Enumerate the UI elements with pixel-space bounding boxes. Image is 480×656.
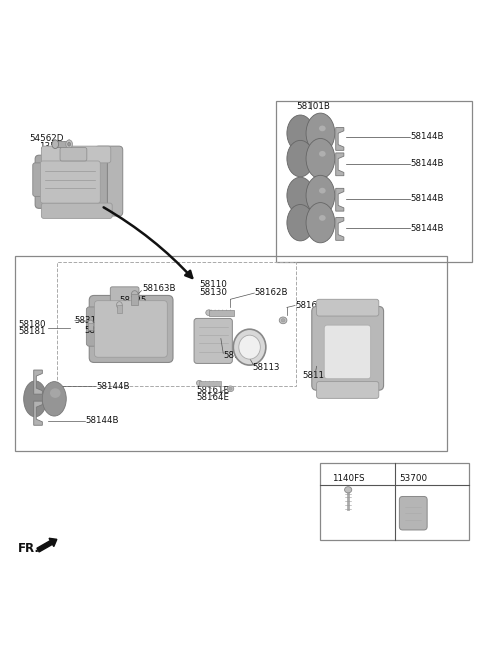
Bar <box>199 381 221 386</box>
Text: 1140FS: 1140FS <box>332 474 364 483</box>
Bar <box>54 141 69 147</box>
Text: 58164E: 58164E <box>295 300 328 310</box>
FancyBboxPatch shape <box>95 300 167 358</box>
Ellipse shape <box>287 177 314 214</box>
Ellipse shape <box>239 335 260 359</box>
Ellipse shape <box>306 113 335 154</box>
Ellipse shape <box>68 142 71 146</box>
Text: 1351JD: 1351JD <box>39 142 71 151</box>
Bar <box>15 256 447 451</box>
Ellipse shape <box>227 386 234 392</box>
FancyArrow shape <box>37 539 57 552</box>
FancyBboxPatch shape <box>35 155 108 209</box>
Text: 58113: 58113 <box>252 363 279 372</box>
FancyBboxPatch shape <box>324 325 371 379</box>
Text: 58144B: 58144B <box>411 224 444 233</box>
Bar <box>132 295 138 305</box>
Ellipse shape <box>52 140 59 148</box>
Polygon shape <box>34 401 42 425</box>
FancyBboxPatch shape <box>95 146 123 216</box>
Polygon shape <box>34 370 42 394</box>
Polygon shape <box>336 127 344 150</box>
Text: 58163B: 58163B <box>143 284 176 293</box>
FancyBboxPatch shape <box>41 146 111 163</box>
Ellipse shape <box>306 175 335 216</box>
Text: 58114A: 58114A <box>302 371 336 380</box>
FancyBboxPatch shape <box>317 382 379 398</box>
FancyBboxPatch shape <box>399 497 427 530</box>
Ellipse shape <box>319 125 325 131</box>
Text: 58120: 58120 <box>84 327 112 335</box>
Text: 58125: 58125 <box>120 296 147 305</box>
Bar <box>117 305 122 313</box>
FancyBboxPatch shape <box>312 306 384 390</box>
Ellipse shape <box>287 115 314 152</box>
Ellipse shape <box>287 140 314 176</box>
Text: 58162B: 58162B <box>254 288 288 297</box>
Ellipse shape <box>50 388 60 398</box>
Ellipse shape <box>306 138 335 178</box>
Polygon shape <box>336 153 344 176</box>
Ellipse shape <box>196 380 202 386</box>
FancyBboxPatch shape <box>194 318 232 363</box>
Text: 58181: 58181 <box>19 327 47 337</box>
Ellipse shape <box>279 317 287 323</box>
Ellipse shape <box>233 329 266 365</box>
Ellipse shape <box>345 487 352 493</box>
Text: 58144B: 58144B <box>86 417 120 425</box>
Text: FR.: FR. <box>17 542 39 555</box>
Ellipse shape <box>281 319 285 322</box>
Ellipse shape <box>206 310 212 316</box>
Text: 58112: 58112 <box>223 351 251 359</box>
Bar <box>209 310 234 316</box>
Text: 58110: 58110 <box>199 280 227 289</box>
Text: 53700: 53700 <box>399 474 427 483</box>
Ellipse shape <box>319 188 325 194</box>
Text: 58180: 58180 <box>19 319 47 329</box>
FancyBboxPatch shape <box>110 287 139 302</box>
Ellipse shape <box>66 140 72 148</box>
Text: 54562D: 54562D <box>29 134 64 143</box>
Ellipse shape <box>229 387 232 390</box>
FancyBboxPatch shape <box>60 148 87 161</box>
Ellipse shape <box>24 381 47 417</box>
Polygon shape <box>336 218 344 240</box>
Text: 58144B: 58144B <box>411 132 444 141</box>
Text: 58314: 58314 <box>75 316 102 325</box>
Text: 58130: 58130 <box>199 288 228 297</box>
Ellipse shape <box>319 215 325 221</box>
Ellipse shape <box>306 203 335 243</box>
Polygon shape <box>336 188 344 211</box>
Bar <box>321 463 469 539</box>
Ellipse shape <box>287 205 314 241</box>
FancyBboxPatch shape <box>86 307 104 346</box>
Ellipse shape <box>319 151 325 157</box>
FancyBboxPatch shape <box>40 161 100 203</box>
Text: 58101B: 58101B <box>297 102 330 112</box>
Text: 58144B: 58144B <box>411 194 444 203</box>
FancyBboxPatch shape <box>33 163 48 196</box>
Ellipse shape <box>117 302 122 308</box>
Bar <box>88 323 93 330</box>
Bar <box>276 100 472 262</box>
Bar <box>57 262 297 386</box>
FancyBboxPatch shape <box>89 295 173 363</box>
FancyBboxPatch shape <box>41 203 112 218</box>
Text: 58161B: 58161B <box>196 386 229 395</box>
FancyBboxPatch shape <box>317 299 379 316</box>
Text: 58144B: 58144B <box>96 382 130 391</box>
Ellipse shape <box>42 382 66 416</box>
Ellipse shape <box>88 320 93 326</box>
Text: 58144B: 58144B <box>411 159 444 169</box>
Text: 58164E: 58164E <box>196 394 229 402</box>
Ellipse shape <box>132 291 138 298</box>
